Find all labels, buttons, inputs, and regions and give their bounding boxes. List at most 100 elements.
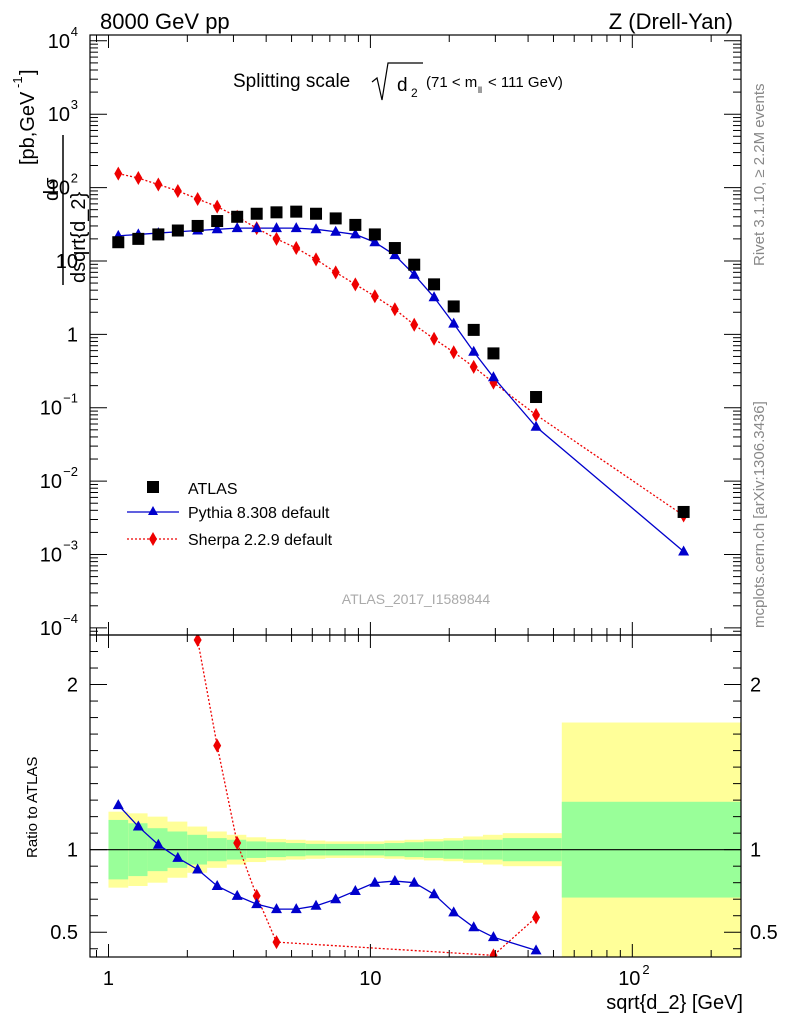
header-right: Z (Drell-Yan) [609, 9, 733, 34]
sherpa-ratio-point-2 [233, 836, 242, 851]
ratio-y-tick-label-right-1: 1 [750, 840, 761, 862]
sherpa-ratio-point-4 [272, 935, 281, 950]
atlas-point-14 [388, 242, 401, 255]
sherpa-line [118, 172, 684, 517]
atlas-point-1 [132, 232, 145, 245]
y-tick-label-4: 1 [67, 324, 78, 346]
legend: ATLAS Pythia 8.308 default Sherpa 2.2.9 … [127, 481, 333, 549]
pythia-ratio-point-8 [270, 903, 282, 914]
sherpa-point-17 [449, 345, 458, 360]
sherpa-point-2 [154, 177, 163, 192]
legend-label-pythia: Pythia 8.308 default [188, 505, 330, 522]
ratio-series-layer [112, 635, 542, 957]
pythia-point-17 [448, 317, 460, 328]
pythia-ratio-point-11 [330, 893, 342, 904]
pythia-ratio-point-2 [152, 838, 164, 849]
pythia-ratio-point-16 [428, 888, 440, 899]
legend-label-atlas: ATLAS [188, 481, 238, 498]
atlas-point-11 [329, 212, 342, 225]
x-tick-label-exp-2: 2 [642, 962, 649, 977]
atlas-point-10 [310, 207, 323, 220]
sherpa-point-1 [134, 171, 143, 186]
y-tick-label-exp-8: 4 [71, 24, 78, 39]
ratio-y-tick-label-left-2: 2 [67, 675, 78, 697]
pythia-point-15 [408, 268, 420, 279]
atlas-point-19 [487, 347, 500, 360]
y-tick-label-0: 10 [40, 618, 62, 640]
y-tick-label-exp-7: 3 [71, 97, 78, 112]
atlas-point-5 [211, 215, 224, 228]
pythia-ratio-point-14 [389, 875, 401, 886]
pythia-ratio-point-17 [448, 906, 460, 917]
atlas-point-12 [349, 218, 362, 231]
pythia-ratio-point-5 [211, 879, 223, 890]
y-label-units-exp: -1 [10, 76, 25, 88]
main-series-layer [112, 166, 690, 556]
sherpa-point-3 [173, 183, 182, 198]
ratio-frame [89, 634, 742, 958]
pythia-ratio-point-3 [172, 851, 184, 862]
pythia-point-20 [530, 420, 542, 431]
atlas-point-6 [231, 210, 244, 223]
sherpa-ratio-point-0 [193, 635, 202, 647]
pythia-point-21 [678, 545, 690, 556]
atlas-point-2 [152, 228, 165, 241]
legend-label-sherpa: Sherpa 2.2.9 default [188, 532, 333, 549]
y-tick-label-5: 10 [56, 251, 78, 273]
sherpa-point-9 [292, 241, 301, 256]
atlas-point-8 [270, 206, 283, 219]
x-axis-label: sqrt{d_2} [GeV] [606, 992, 743, 1014]
y-tick-label-8: 10 [48, 31, 70, 53]
watermark: ATLAS_2017_I1589844 [342, 591, 491, 607]
y-tick-label-exp-2: −2 [63, 464, 78, 479]
atlas-point-16 [428, 278, 441, 291]
pythia-line [118, 227, 685, 552]
pythia-point-11 [330, 225, 342, 236]
sherpa-point-8 [272, 231, 281, 246]
legend-marker-atlas [147, 481, 159, 493]
y-tick-label-7: 10 [48, 104, 70, 126]
header-left: 8000 GeV pp [100, 9, 230, 34]
y-tick-label-exp-0: −4 [63, 611, 78, 626]
pythia-point-16 [428, 291, 440, 302]
pythia-point-13 [369, 236, 381, 247]
sherpa-point-5 [213, 199, 222, 214]
y-tick-label-6: 10 [48, 178, 70, 200]
y-tick-label-exp-6: 2 [71, 171, 78, 186]
atlas-point-4 [191, 219, 204, 232]
pythia-ratio-point-7 [251, 898, 263, 909]
pythia-ratio-point-0 [112, 799, 124, 810]
pythia-point-12 [349, 228, 361, 239]
pythia-point-14 [389, 249, 401, 260]
sherpa-point-13 [370, 289, 379, 304]
pythia-ratio-point-12 [349, 884, 361, 895]
ratio-y-label: Ratio to ATLAS [24, 757, 41, 858]
sherpa-point-0 [114, 166, 123, 181]
atlas-point-20 [530, 391, 543, 404]
sherpa-point-11 [331, 265, 340, 280]
atlas-point-3 [171, 224, 184, 237]
pythia-point-18 [468, 345, 480, 356]
sherpa-point-16 [430, 331, 439, 346]
sherpa-point-12 [351, 277, 360, 292]
legend-marker-pythia [148, 506, 158, 515]
pythia-ratio-point-20 [530, 944, 542, 955]
legend-marker-sherpa [149, 532, 157, 546]
atlas-point-13 [368, 228, 381, 241]
x-tick-label-1: 10 [359, 968, 381, 990]
pythia-ratio-point-15 [408, 876, 420, 887]
atlas-point-0 [112, 236, 125, 249]
pythia-point-7 [251, 222, 263, 233]
title-sqrt-sign [371, 62, 423, 101]
sherpa-point-14 [390, 302, 399, 317]
y-axis-label: dσ dsqrt{d_2} [pb,GeV -1 ] [10, 69, 90, 285]
title-var-sub: 2 [411, 86, 418, 100]
mcplots-label: mcplots.cern.ch [arXiv:1306.3436] [751, 401, 768, 628]
sherpa-point-20 [532, 407, 541, 422]
sherpa-ratio-line [197, 639, 537, 957]
sherpa-ratio-point-5 [489, 948, 498, 957]
pythia-point-10 [310, 223, 322, 234]
title-range-end: < 111 GeV) [488, 74, 563, 91]
